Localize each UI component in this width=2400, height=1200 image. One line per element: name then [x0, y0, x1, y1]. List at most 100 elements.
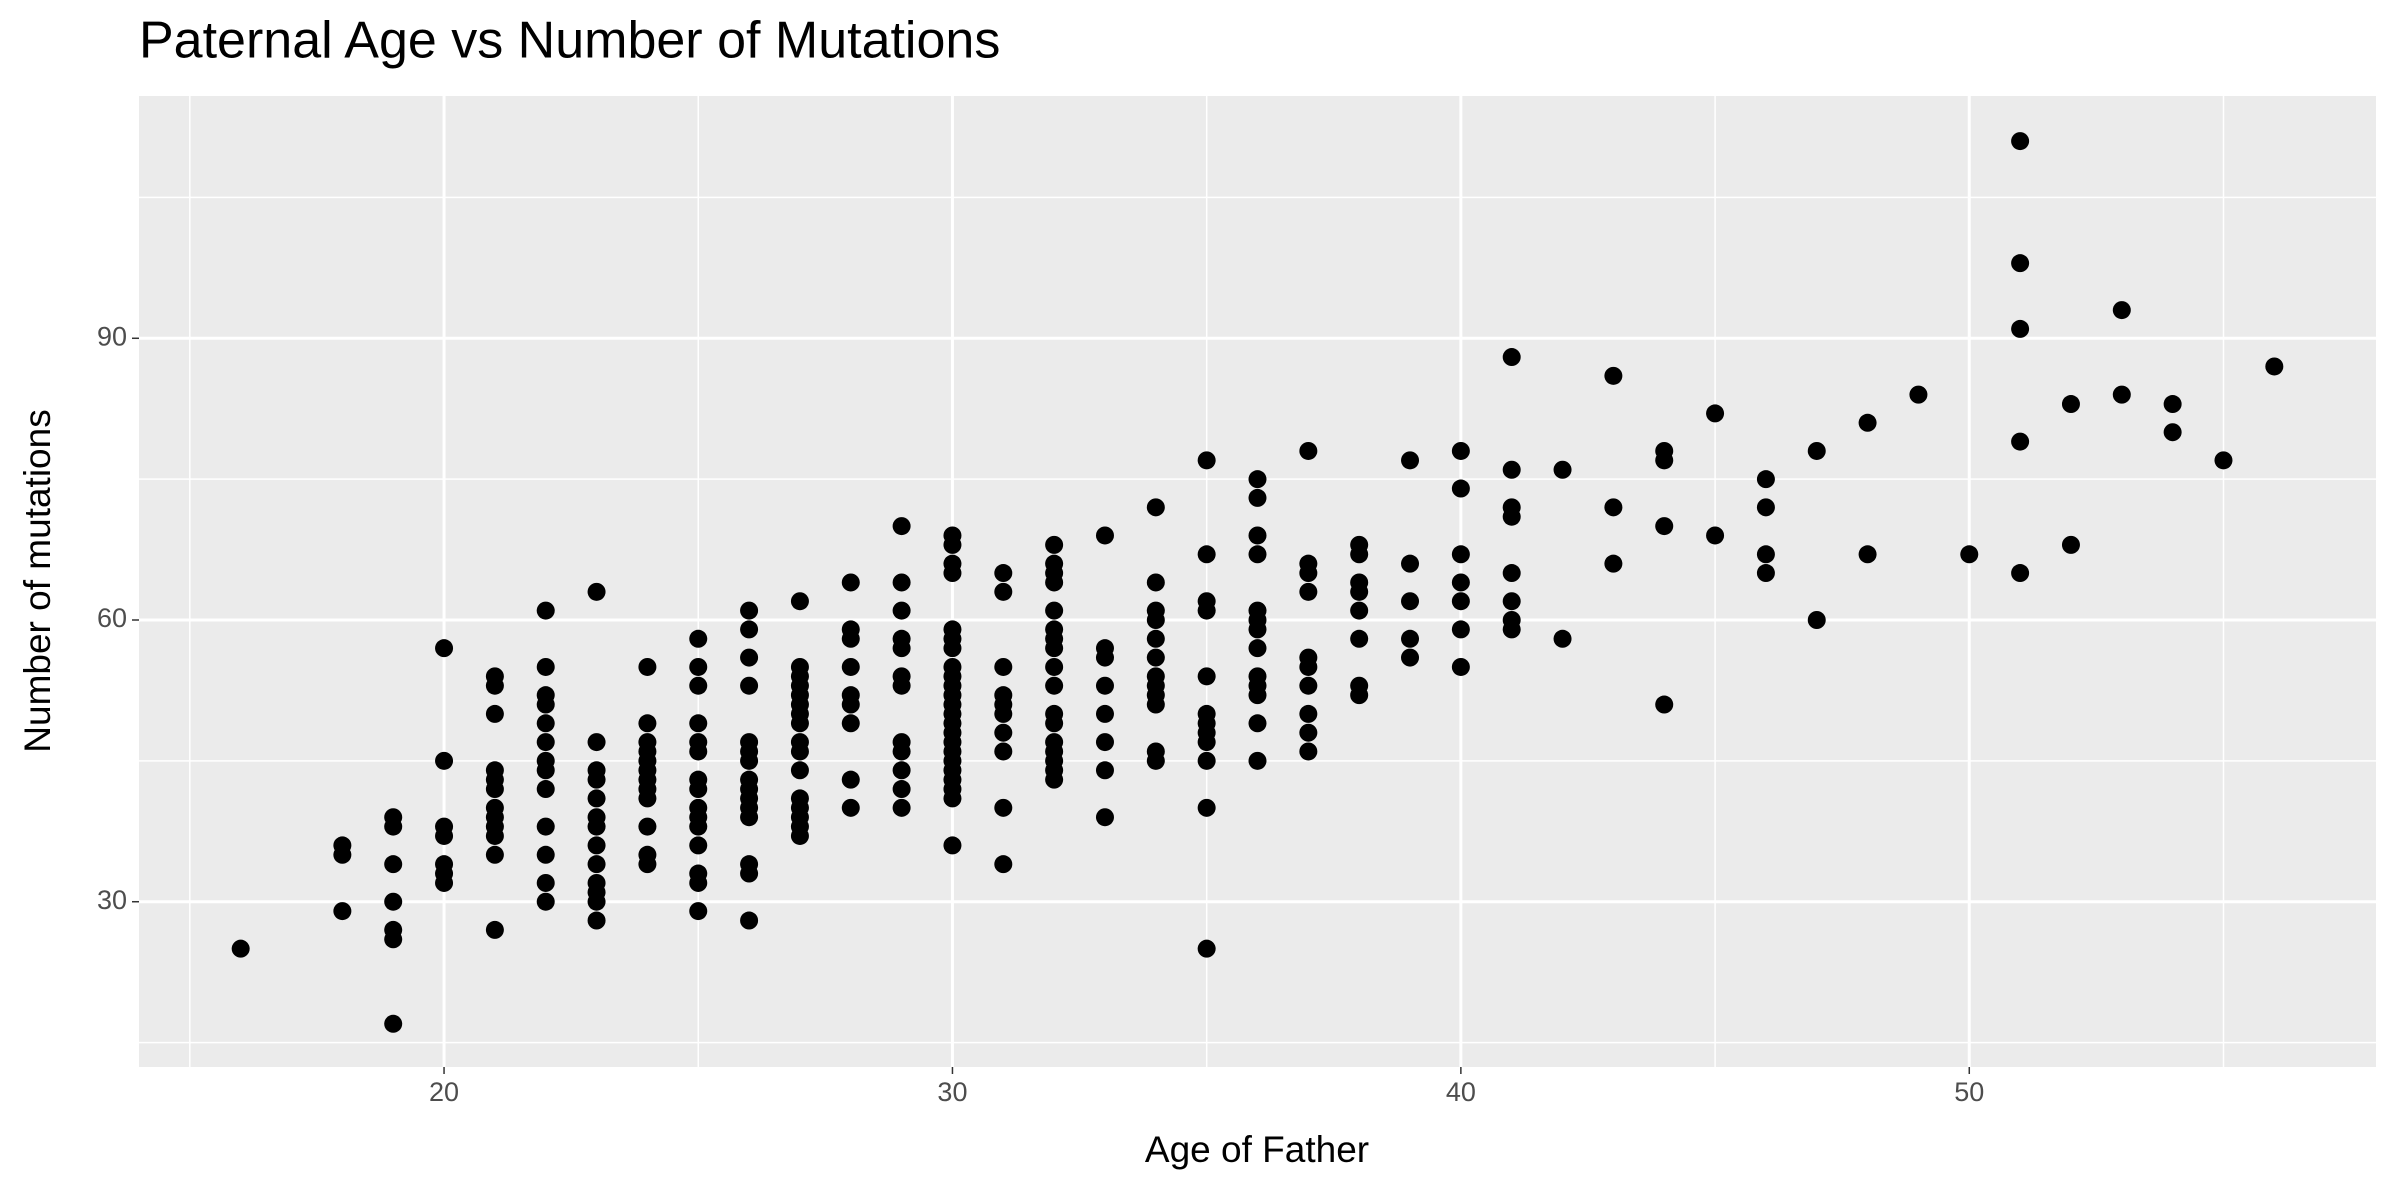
point [1045, 639, 1064, 658]
point [1197, 733, 1216, 752]
point [1858, 413, 1877, 432]
point [1960, 545, 1979, 564]
point [740, 676, 759, 695]
point [1756, 564, 1775, 583]
point [1807, 441, 1826, 460]
point [1045, 573, 1064, 592]
point [587, 789, 606, 808]
point [994, 742, 1013, 761]
point [689, 742, 708, 761]
point [536, 873, 555, 892]
point [1350, 545, 1369, 564]
point [1197, 798, 1216, 817]
point [1146, 695, 1165, 714]
point [536, 761, 555, 780]
point [1502, 460, 1521, 479]
point [587, 911, 606, 930]
point [1197, 601, 1216, 620]
point [1146, 751, 1165, 770]
point [790, 761, 809, 780]
y-tick-label: 60 [97, 603, 127, 633]
point [435, 639, 454, 658]
point [1451, 592, 1470, 611]
point [384, 1014, 403, 1033]
point [1502, 507, 1521, 526]
point [740, 911, 759, 930]
point [1146, 611, 1165, 630]
point [536, 657, 555, 676]
point [1197, 751, 1216, 770]
point [384, 855, 403, 874]
point [1706, 404, 1725, 423]
point [638, 855, 657, 874]
point [1299, 723, 1318, 742]
point [1756, 498, 1775, 517]
point [2163, 395, 2182, 414]
point [1451, 620, 1470, 639]
x-axis-title: Age of Father [1145, 1129, 1369, 1170]
point [1451, 479, 1470, 498]
point [841, 695, 860, 714]
point [1401, 592, 1420, 611]
point [638, 714, 657, 733]
point [2011, 319, 2030, 338]
point [485, 845, 504, 864]
point [790, 714, 809, 733]
point [1045, 535, 1064, 554]
point [689, 780, 708, 799]
point [587, 855, 606, 874]
point [790, 742, 809, 761]
point [1146, 648, 1165, 667]
point [1350, 629, 1369, 648]
point [1350, 686, 1369, 705]
point [994, 657, 1013, 676]
point [1299, 657, 1318, 676]
point [1045, 657, 1064, 676]
point [638, 817, 657, 836]
point [892, 780, 911, 799]
point [1146, 629, 1165, 648]
chart-title: Paternal Age vs Number of Mutations [139, 12, 1000, 70]
point [1045, 770, 1064, 789]
point [740, 808, 759, 827]
point [1197, 451, 1216, 470]
point [1248, 526, 1267, 545]
point [638, 789, 657, 808]
y-axis-title: Number of mutations [17, 409, 58, 752]
point [2265, 357, 2284, 376]
point [1756, 545, 1775, 564]
point [587, 817, 606, 836]
point [485, 676, 504, 695]
point [1604, 498, 1623, 517]
point [2011, 254, 2030, 273]
point [1248, 751, 1267, 770]
point [587, 836, 606, 855]
point [1299, 676, 1318, 695]
point [943, 564, 962, 583]
point [1401, 554, 1420, 573]
point [943, 639, 962, 658]
point [485, 920, 504, 939]
point [841, 798, 860, 817]
point [1502, 348, 1521, 367]
point [536, 714, 555, 733]
point [2112, 301, 2131, 320]
point [333, 902, 352, 921]
point [1146, 573, 1165, 592]
point [2011, 432, 2030, 451]
point [892, 761, 911, 780]
point [1095, 526, 1114, 545]
x-tick-label: 50 [1954, 1077, 1984, 1107]
point [1248, 545, 1267, 564]
point [1299, 704, 1318, 723]
point [689, 817, 708, 836]
point [689, 657, 708, 676]
point [1553, 629, 1572, 648]
point [1095, 648, 1114, 667]
point [740, 864, 759, 883]
point [892, 517, 911, 536]
point [1045, 714, 1064, 733]
point [994, 855, 1013, 874]
point [638, 657, 657, 676]
point [485, 780, 504, 799]
